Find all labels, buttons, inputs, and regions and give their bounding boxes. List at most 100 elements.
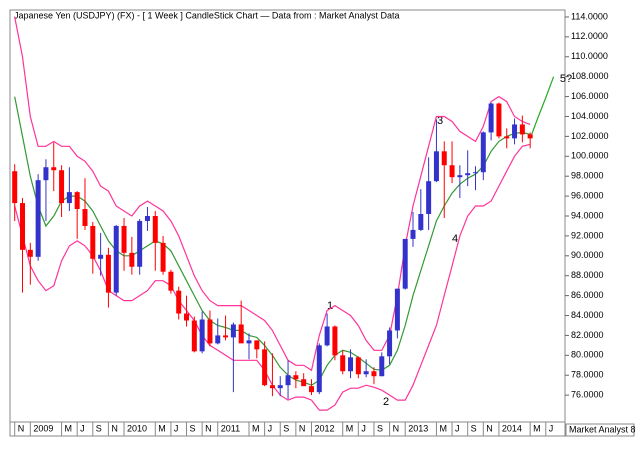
annotation: 5? (560, 73, 572, 85)
candle-body (433, 151, 439, 182)
candle-body (348, 357, 354, 372)
x-tick-label: J (174, 423, 179, 433)
candle-body (59, 170, 65, 204)
x-tick-label: M (252, 423, 260, 433)
x-tick-label: M (65, 423, 73, 433)
x-tick-label: S (471, 423, 477, 433)
y-tick-label: 78.0000 (571, 370, 604, 380)
candle-body (144, 216, 150, 221)
footer: Market Analyst 8 (569, 424, 635, 434)
x-tick-label: J (268, 423, 273, 433)
candle-body (129, 252, 135, 267)
candle-body (137, 220, 143, 267)
annotation: 3 (437, 115, 443, 127)
x-tick-label: 2011 (221, 423, 240, 433)
candle-body (441, 151, 447, 166)
candle-body (207, 319, 213, 344)
x-tick-label: N (299, 423, 306, 433)
y-tick-label: 110.0000 (571, 51, 608, 61)
x-tick-label: J (361, 423, 366, 433)
x-tick-label: 2014 (502, 423, 522, 433)
x-tick-label: S (190, 423, 196, 433)
x-tick-label: N (393, 423, 400, 433)
candle-body (269, 385, 275, 389)
candle-body (301, 379, 307, 387)
candle-body (426, 181, 432, 215)
candle-body (332, 326, 338, 356)
candle-body (27, 249, 33, 257)
candle-body (246, 340, 252, 344)
candle-body (308, 386, 314, 393)
y-tick-label: 90.0000 (571, 250, 604, 260)
y-tick-label: 100.0000 (571, 151, 609, 161)
line (529, 76, 555, 139)
y-tick-label: 108.0000 (571, 71, 609, 81)
candle-body (82, 209, 88, 226)
candle-body (285, 375, 291, 386)
candle-body (113, 225, 119, 293)
y-tick-label: 80.0000 (571, 350, 604, 360)
candle-body (496, 103, 502, 137)
x-tick-label: J (80, 423, 85, 433)
candle-body (20, 203, 26, 250)
x-axis-band (9, 421, 566, 437)
candle-body (168, 271, 174, 291)
candle-body (527, 134, 533, 139)
x-tick-label: 2012 (314, 423, 334, 433)
x-tick-label: S (377, 423, 383, 433)
chart-title: Japanese Yen (USDJPY) (FX) - [ 1 Week ] … (14, 10, 399, 20)
y-tick-label: 106.0000 (571, 91, 609, 101)
candle-body (160, 242, 166, 272)
x-tick-label: J (549, 423, 554, 433)
candle-body (105, 254, 111, 293)
x-tick-label: M (346, 423, 354, 433)
candle-body (66, 192, 72, 204)
candle-body (51, 167, 57, 171)
y-tick-label: 98.0000 (571, 171, 604, 181)
candle-body (371, 371, 377, 377)
candle-body (98, 254, 104, 259)
candle-body (230, 324, 236, 338)
candle-body (340, 355, 346, 372)
candle-body (293, 375, 299, 380)
candle-body (402, 238, 408, 289)
x-tick-label: 2010 (127, 423, 147, 433)
x-tick-label: M (533, 423, 541, 433)
footer-box (565, 423, 635, 437)
candle-body (472, 172, 478, 174)
x-tick-label: S (283, 423, 289, 433)
y-tick-label: 114.0000 (571, 11, 608, 21)
y-tick-label: 104.0000 (571, 111, 609, 121)
y-tick-label: 96.0000 (571, 190, 604, 200)
candle-body (215, 335, 221, 344)
candle-body (480, 132, 486, 173)
candle-body (465, 173, 471, 176)
candle-body (191, 320, 197, 352)
candle-body (12, 171, 18, 204)
candle-body (418, 214, 424, 230)
x-tick-label: N (18, 423, 25, 433)
y-tick-label: 86.0000 (571, 290, 604, 300)
candle-body (457, 175, 463, 178)
candle-body (254, 340, 260, 350)
candle-body (504, 136, 510, 139)
candle-body (387, 330, 393, 357)
candle-body (199, 319, 205, 352)
candle-body (277, 385, 283, 389)
candle-body (238, 324, 244, 344)
x-tick-label: 2009 (33, 423, 53, 433)
x-tick-label: N (111, 423, 118, 433)
candle-body (184, 313, 190, 321)
annotation: 1 (327, 300, 333, 312)
y-tick-label: 94.0000 (571, 210, 604, 220)
y-tick-label: 102.0000 (571, 131, 609, 141)
y-tick-label: 92.0000 (571, 230, 604, 240)
line (14, 16, 531, 372)
candle-body (355, 357, 361, 375)
candle-body (35, 180, 41, 257)
candle-body (519, 124, 525, 135)
y-tick-label: 82.0000 (571, 330, 604, 340)
candle-body (410, 229, 416, 239)
candle-body (316, 345, 322, 393)
